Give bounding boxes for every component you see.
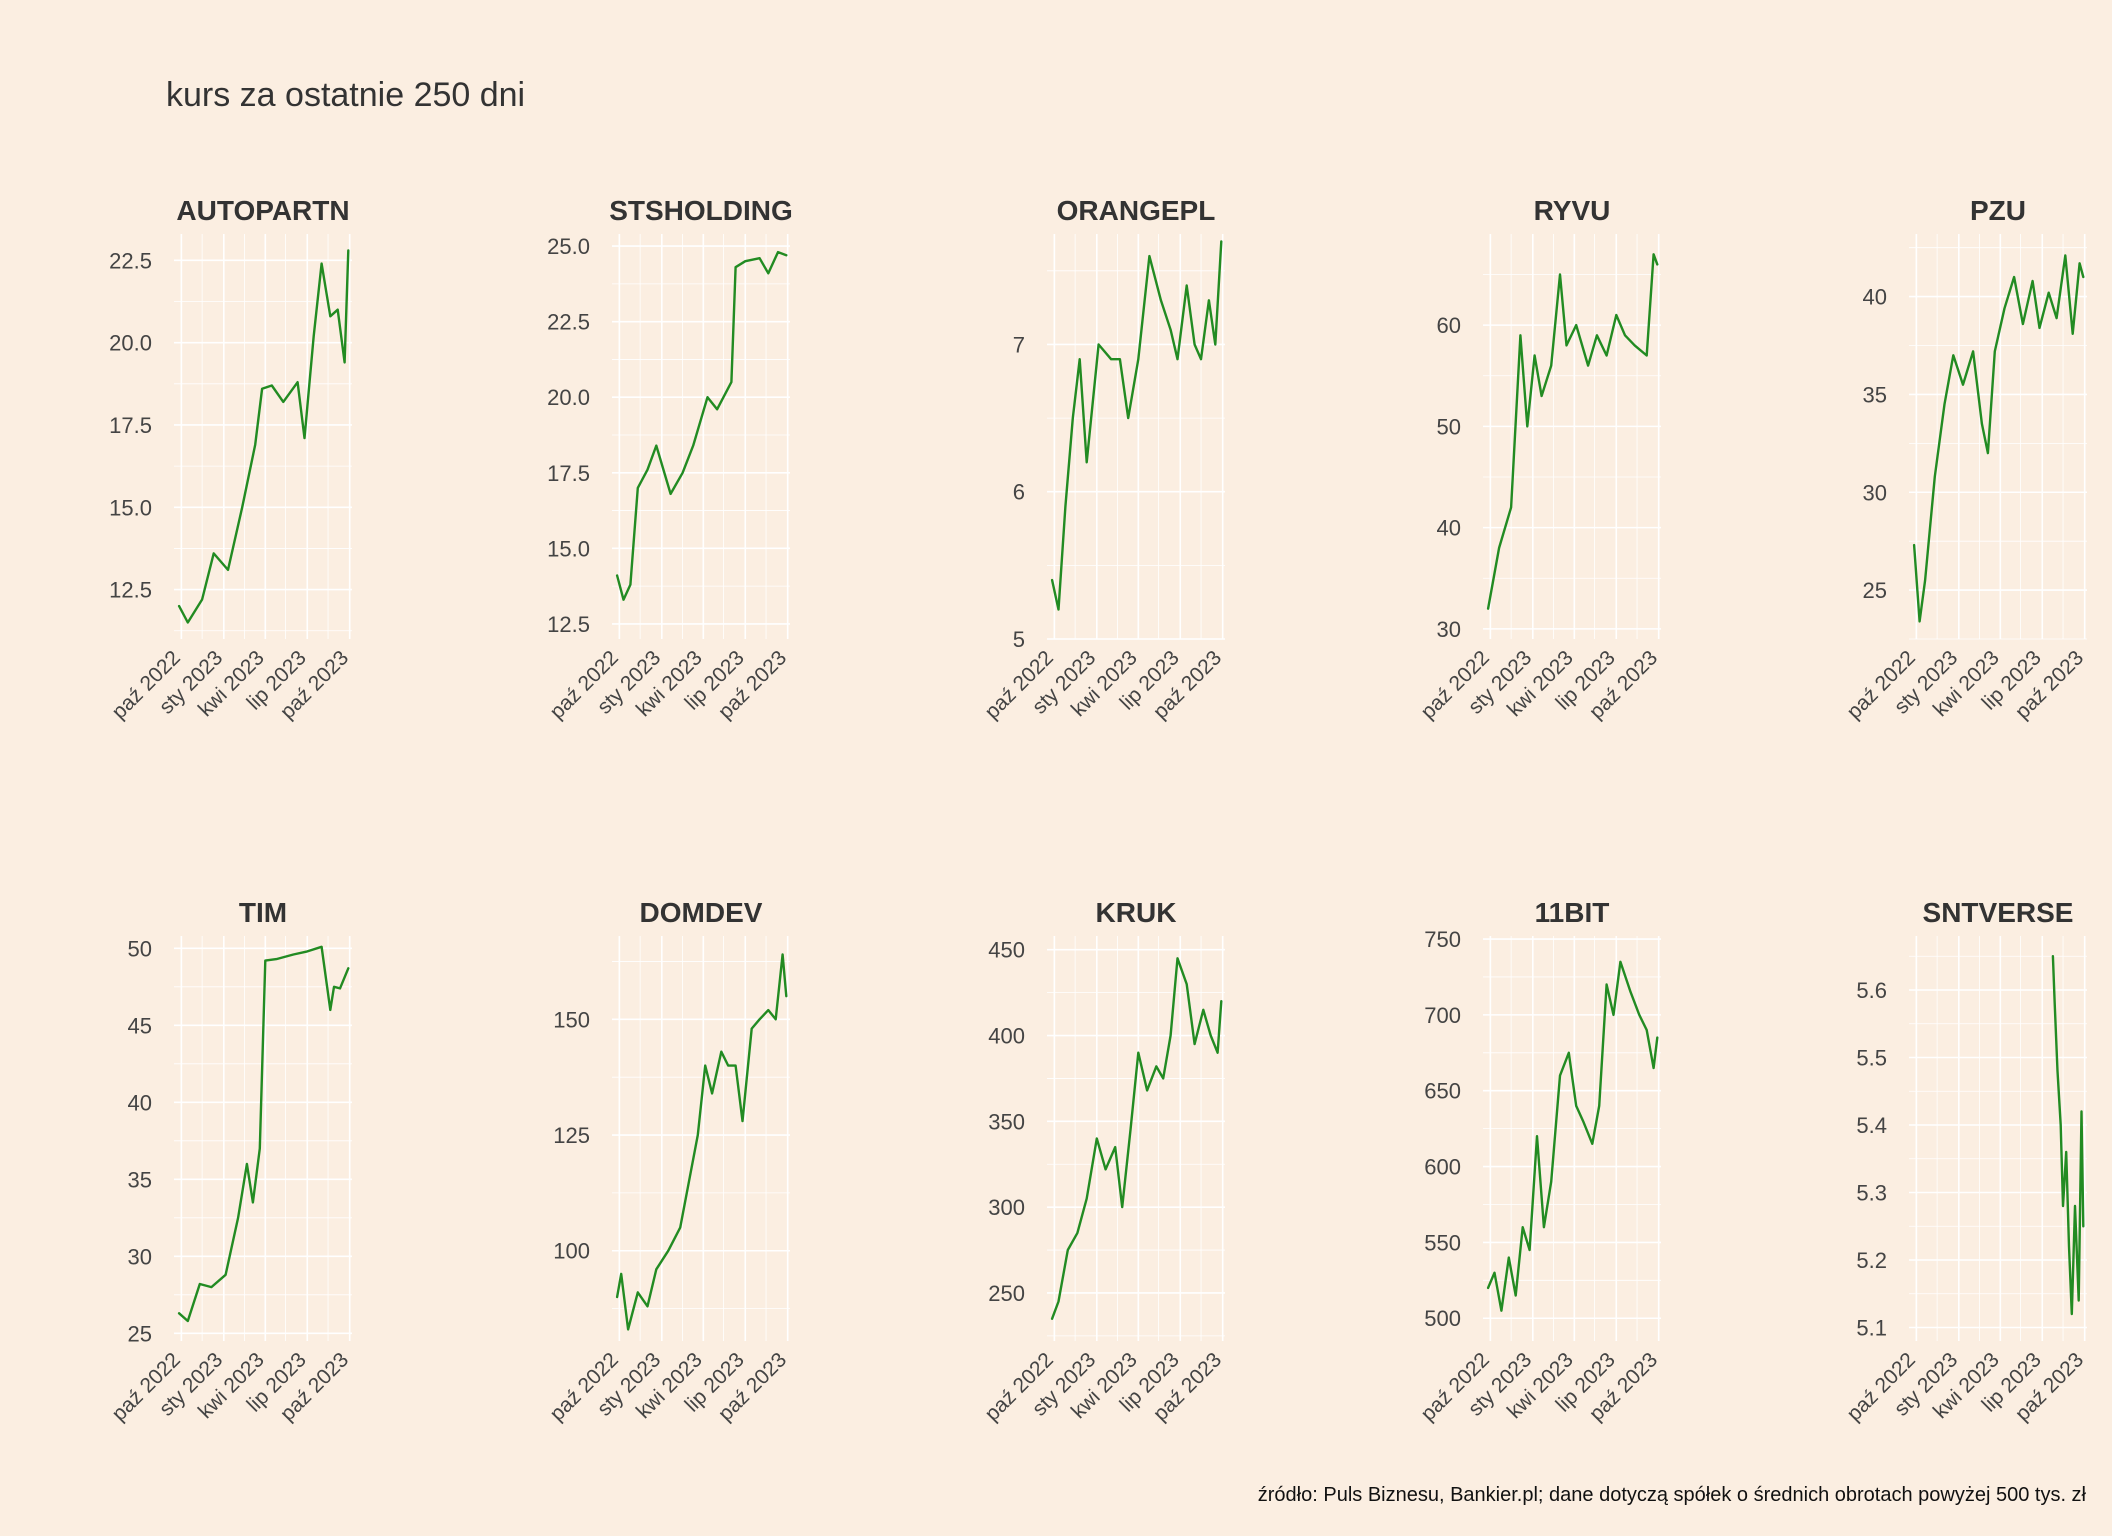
y-tick-label: 5.4	[1856, 1113, 1887, 1138]
y-tick-label: 550	[1424, 1230, 1461, 1255]
price-line	[1486, 253, 1659, 610]
y-tick-label: 50	[128, 936, 152, 961]
y-tick-label: 20.0	[109, 331, 152, 356]
y-tick-label: 20.0	[547, 385, 590, 410]
panel-title: RYVU	[1534, 195, 1611, 226]
page-title: kurs za ostatnie 250 dni	[166, 76, 526, 114]
y-tick-label: 12.5	[547, 612, 590, 637]
y-tick-label: 60	[1437, 313, 1461, 338]
y-tick-label: 700	[1424, 1003, 1461, 1028]
y-tick-label: 5	[1013, 627, 1025, 652]
y-tick-label: 15.0	[547, 536, 590, 561]
y-tick-label: 400	[988, 1024, 1025, 1049]
y-tick-label: 40	[1437, 516, 1461, 541]
y-tick-label: 15.0	[109, 495, 152, 520]
y-tick-label: 5.1	[1856, 1316, 1887, 1341]
source-caption: źródło: Puls Biznesu, Bankier.pl; dane d…	[1257, 1484, 2086, 1506]
y-tick-label: 50	[1437, 414, 1461, 439]
y-tick-label: 22.5	[547, 310, 590, 335]
y-tick-label: 30	[1437, 617, 1461, 642]
price-line	[2051, 955, 2085, 1316]
y-tick-label: 30	[128, 1244, 152, 1269]
price-line	[177, 249, 350, 624]
panel-title: TIM	[239, 897, 287, 928]
y-tick-label: 5.3	[1856, 1181, 1887, 1206]
price-line	[1050, 957, 1223, 1320]
panel-title: SNTVERSE	[1923, 897, 2074, 928]
y-tick-label: 6	[1013, 480, 1025, 505]
panel-title: KRUK	[1096, 897, 1177, 928]
y-tick-label: 350	[988, 1109, 1025, 1134]
panel-title: DOMDEV	[640, 897, 763, 928]
y-tick-label: 30	[1863, 480, 1887, 505]
panel-title: AUTOPARTN	[176, 195, 349, 226]
y-tick-label: 450	[988, 938, 1025, 963]
y-tick-label: 150	[553, 1007, 590, 1032]
y-tick-label: 35	[128, 1167, 152, 1192]
panel-title: ORANGEPL	[1057, 195, 1216, 226]
price-line	[1486, 960, 1659, 1312]
price-line	[615, 953, 788, 1331]
y-tick-label: 25	[128, 1321, 152, 1346]
price-line	[177, 945, 350, 1323]
price-line	[615, 250, 788, 601]
y-tick-label: 40	[128, 1090, 152, 1115]
y-tick-label: 45	[128, 1013, 152, 1038]
y-tick-label: 25.0	[547, 234, 590, 259]
y-tick-label: 250	[988, 1281, 1025, 1306]
y-tick-label: 17.5	[547, 461, 590, 486]
y-tick-label: 100	[553, 1239, 590, 1264]
y-tick-label: 12.5	[109, 578, 152, 603]
y-tick-label: 750	[1424, 927, 1461, 952]
y-tick-label: 300	[988, 1195, 1025, 1220]
price-line	[1050, 240, 1223, 611]
y-tick-label: 500	[1424, 1306, 1461, 1331]
y-tick-label: 600	[1424, 1155, 1461, 1180]
y-tick-label: 35	[1863, 382, 1887, 407]
price-line	[1912, 254, 2085, 623]
y-tick-label: 22.5	[109, 248, 152, 273]
y-tick-label: 17.5	[109, 413, 152, 438]
panel-title: 11BIT	[1535, 897, 1610, 928]
y-tick-label: 40	[1863, 285, 1887, 310]
y-tick-label: 7	[1013, 332, 1025, 357]
y-tick-label: 5.2	[1856, 1248, 1887, 1273]
y-tick-label: 125	[553, 1123, 590, 1148]
y-tick-label: 5.6	[1856, 978, 1887, 1003]
y-tick-label: 650	[1424, 1079, 1461, 1104]
y-tick-label: 25	[1863, 578, 1887, 603]
panel-title: PZU	[1970, 195, 2026, 226]
panel-title: STSHOLDING	[609, 195, 793, 226]
y-tick-label: 5.5	[1856, 1046, 1887, 1071]
